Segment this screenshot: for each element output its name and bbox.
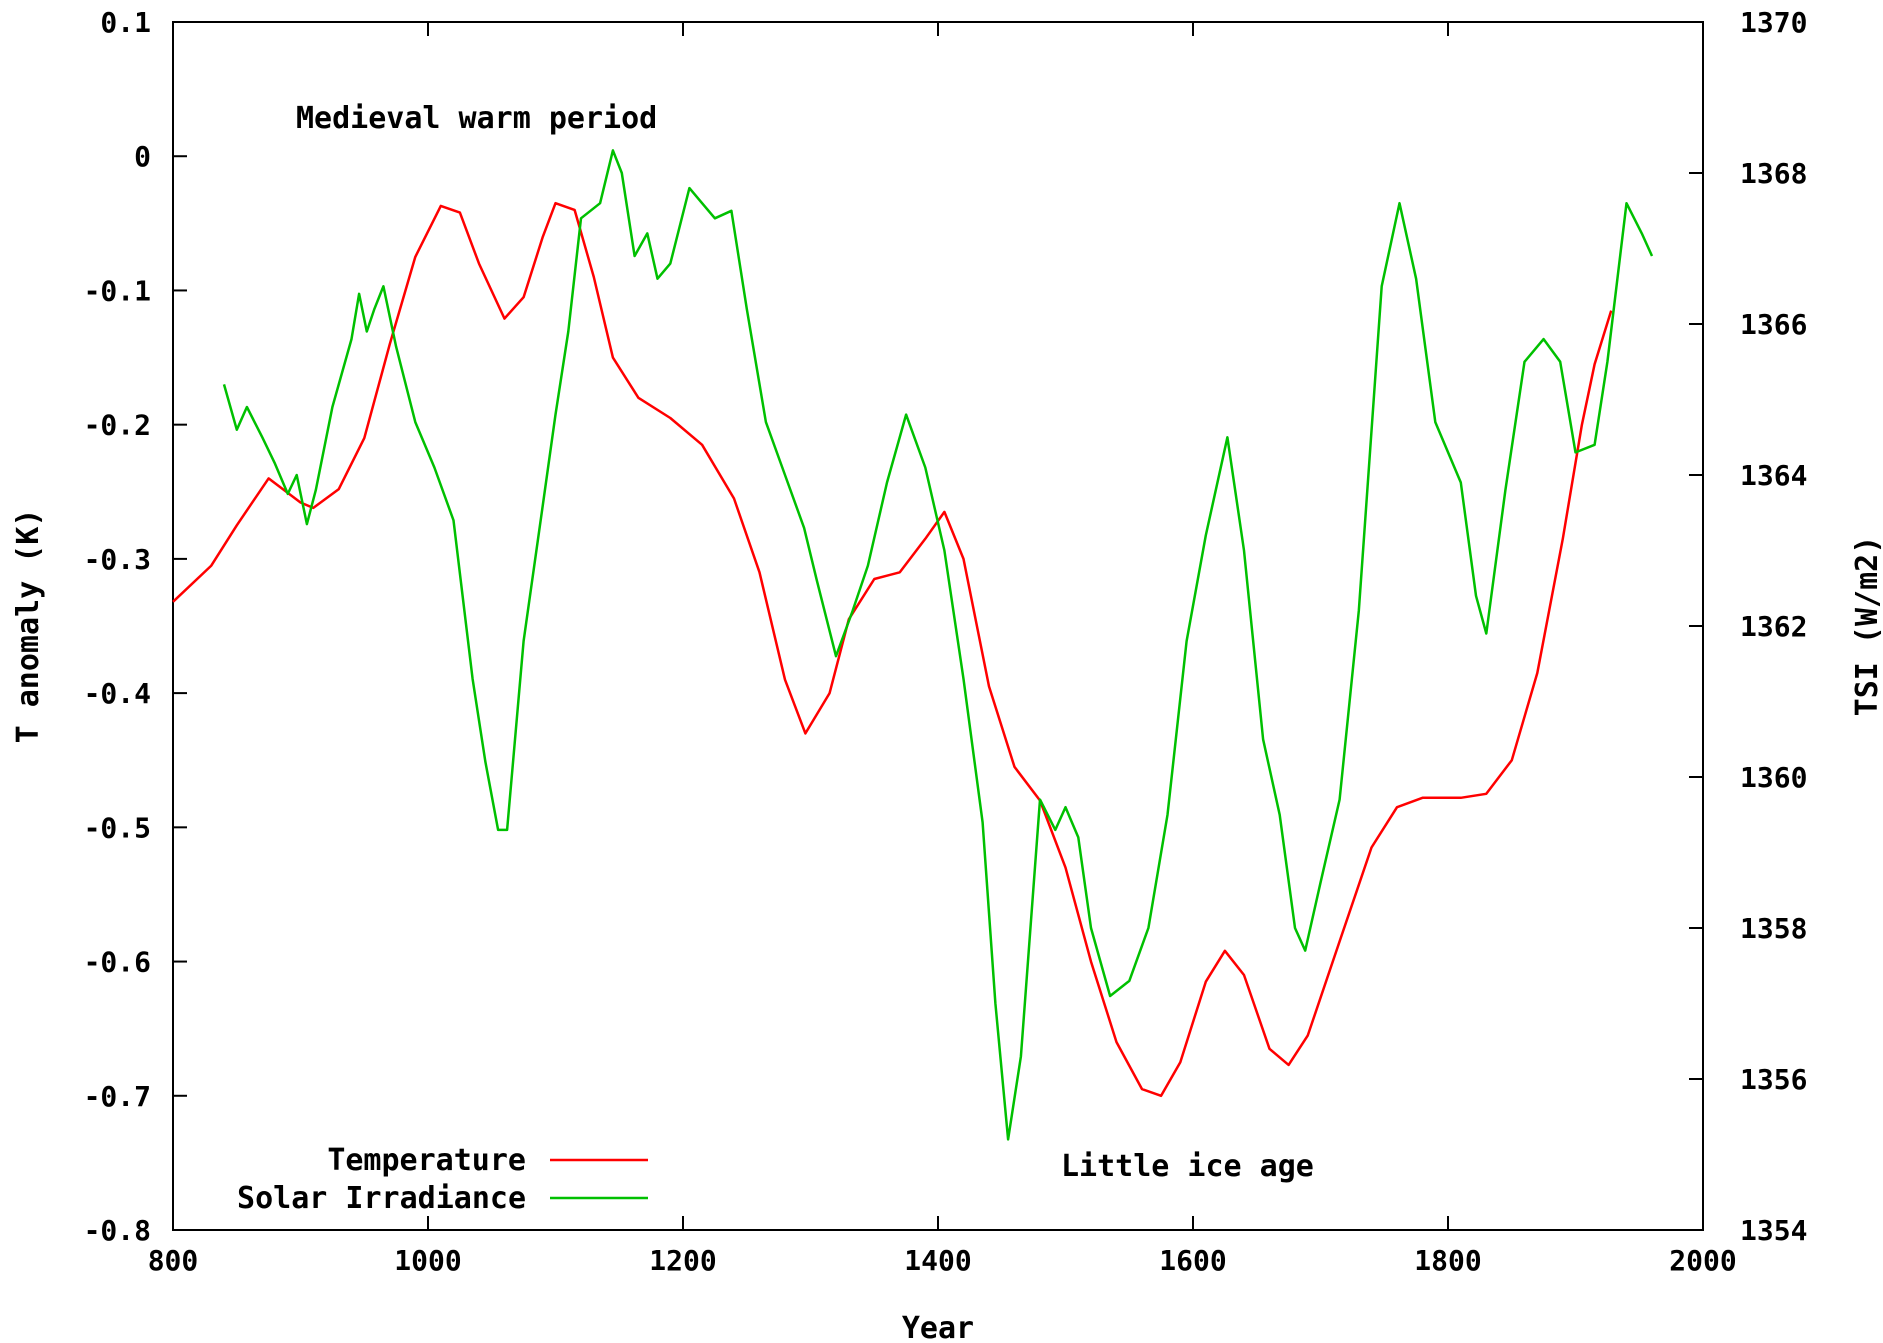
legend-label-solar-irradiance: Solar Irradiance: [237, 1181, 526, 1216]
y-axis-label: T anomaly (K): [11, 509, 46, 744]
y2-tick-label: 1356: [1740, 1063, 1807, 1096]
y-tick-label: 0.1: [100, 6, 151, 39]
series-line-solar-irradiance: [222, 149, 1654, 1141]
x-tick-label: 1400: [904, 1244, 971, 1277]
y2-tick-label: 1358: [1740, 912, 1807, 945]
y-tick-label: 0: [134, 140, 151, 173]
y-tick-label: -0.6: [84, 946, 151, 979]
y2-tick-label: 1364: [1740, 459, 1807, 492]
y2-tick-label: 1370: [1740, 6, 1807, 39]
y-tick-label: -0.1: [84, 274, 151, 307]
annotation-medieval-warm-period: Medieval warm period: [296, 101, 657, 136]
tick-layer: 0.1 0 -0.1 -0.2 -0.3 -0.4 -0.5 -0.6 -0.7 -0.8 1370…: [84, 6, 1808, 1277]
plot-frame: [172, 21, 1704, 1231]
x-tick-label: 1200: [649, 1244, 716, 1277]
y2-tick-label: 1362: [1740, 610, 1807, 643]
legend: Temperature Solar Irradiance: [237, 1143, 648, 1216]
x-tick-label: 800: [148, 1244, 199, 1277]
series-line-temperature: [172, 201, 1613, 1098]
x-tick-label: 1600: [1159, 1244, 1226, 1277]
x-tick-label: 2000: [1669, 1244, 1736, 1277]
y2-axis-label: TSI (W/m2): [1850, 536, 1883, 717]
x-tick-label: 1000: [394, 1244, 461, 1277]
x-axis-label: Year: [902, 1311, 974, 1343]
y2-tick-label: 1354: [1740, 1214, 1807, 1247]
y-tick-label: -0.7: [84, 1080, 151, 1113]
y-tick-label: -0.3: [84, 543, 151, 576]
x-tick-label: 1800: [1414, 1244, 1481, 1277]
y2-tick-label: 1360: [1740, 761, 1807, 794]
legend-label-temperature: Temperature: [327, 1143, 526, 1178]
y-tick-label: -0.5: [84, 811, 151, 844]
y-tick-label: -0.2: [84, 409, 151, 442]
annotation-little-ice-age: Little ice age: [1061, 1149, 1314, 1184]
series-layer: [172, 149, 1654, 1141]
y2-tick-label: 1366: [1740, 308, 1807, 341]
y-tick-label: -0.8: [84, 1214, 151, 1247]
y-tick-label: -0.4: [84, 677, 151, 710]
y2-tick-label: 1368: [1740, 157, 1807, 190]
